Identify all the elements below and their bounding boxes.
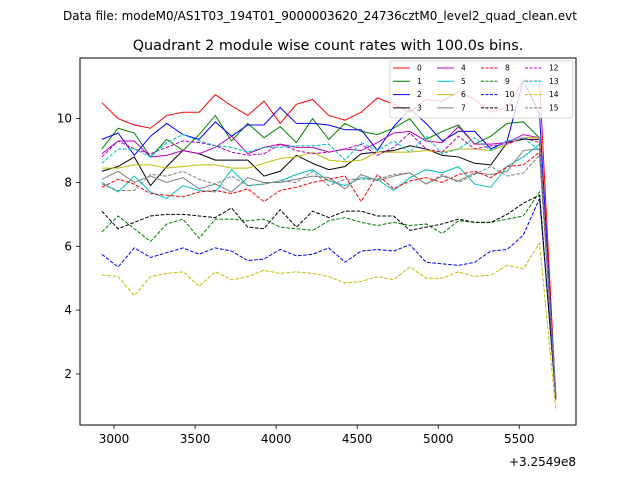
legend-label-2: 2 [417, 90, 422, 99]
plot-frame [79, 57, 577, 426]
x-tick-label: 3500 [180, 432, 211, 446]
series-line-14 [101, 241, 557, 410]
y-tick-label: 10 [57, 112, 72, 126]
y-tick-label: 8 [64, 175, 72, 189]
series-line-4 [101, 125, 557, 397]
series-line-11 [101, 194, 557, 397]
y-tick-label: 6 [64, 239, 72, 253]
series-line-1 [101, 114, 557, 394]
series-line-5 [101, 143, 557, 394]
legend-label-3: 3 [417, 103, 422, 112]
legend-label-9: 9 [505, 77, 510, 86]
legend-label-13: 13 [549, 77, 559, 86]
chart-suptitle: Data file: modeM0/AS1T03_194T01_90000036… [63, 9, 577, 23]
legend-label-5: 5 [461, 77, 466, 86]
x-tick-label: 5500 [504, 432, 535, 446]
legend-label-7: 7 [461, 103, 466, 112]
series-line-6 [101, 137, 557, 400]
legend-label-15: 15 [549, 103, 559, 112]
x-tick-label: 3000 [99, 432, 130, 446]
series-line-9 [101, 190, 557, 400]
x-offset-label: +3.2549e8 [509, 455, 576, 469]
legend-box [389, 60, 574, 119]
x-tick-label: 4000 [261, 432, 292, 446]
series-line-12 [101, 132, 557, 400]
x-tick-label: 4500 [342, 432, 373, 446]
series-line-10 [101, 198, 557, 397]
legend-label-0: 0 [417, 64, 422, 73]
legend-label-8: 8 [505, 64, 510, 73]
series-lines [101, 78, 557, 410]
legend-label-11: 11 [505, 103, 515, 112]
series-line-2 [101, 78, 557, 400]
x-tick-label: 5000 [423, 432, 454, 446]
series-line-3 [101, 138, 557, 397]
series-line-15 [101, 154, 557, 397]
y-tick-label: 2 [64, 367, 72, 381]
legend-label-1: 1 [417, 77, 422, 86]
legend-label-12: 12 [549, 64, 559, 73]
chart-title: Quadrant 2 module wise count rates with … [133, 38, 524, 54]
x-axis: 3000 3500 4000 4500 5000 5500 [99, 425, 535, 446]
y-axis: 2 4 6 8 10 [57, 112, 80, 381]
series-line-8 [101, 151, 557, 397]
legend-label-14: 14 [549, 90, 559, 99]
series-line-0 [101, 79, 557, 397]
series-line-13 [101, 134, 557, 394]
legend-label-4: 4 [461, 64, 466, 73]
legend-label-10: 10 [505, 90, 515, 99]
legend-label-6: 6 [461, 90, 466, 99]
y-tick-label: 4 [64, 303, 72, 317]
